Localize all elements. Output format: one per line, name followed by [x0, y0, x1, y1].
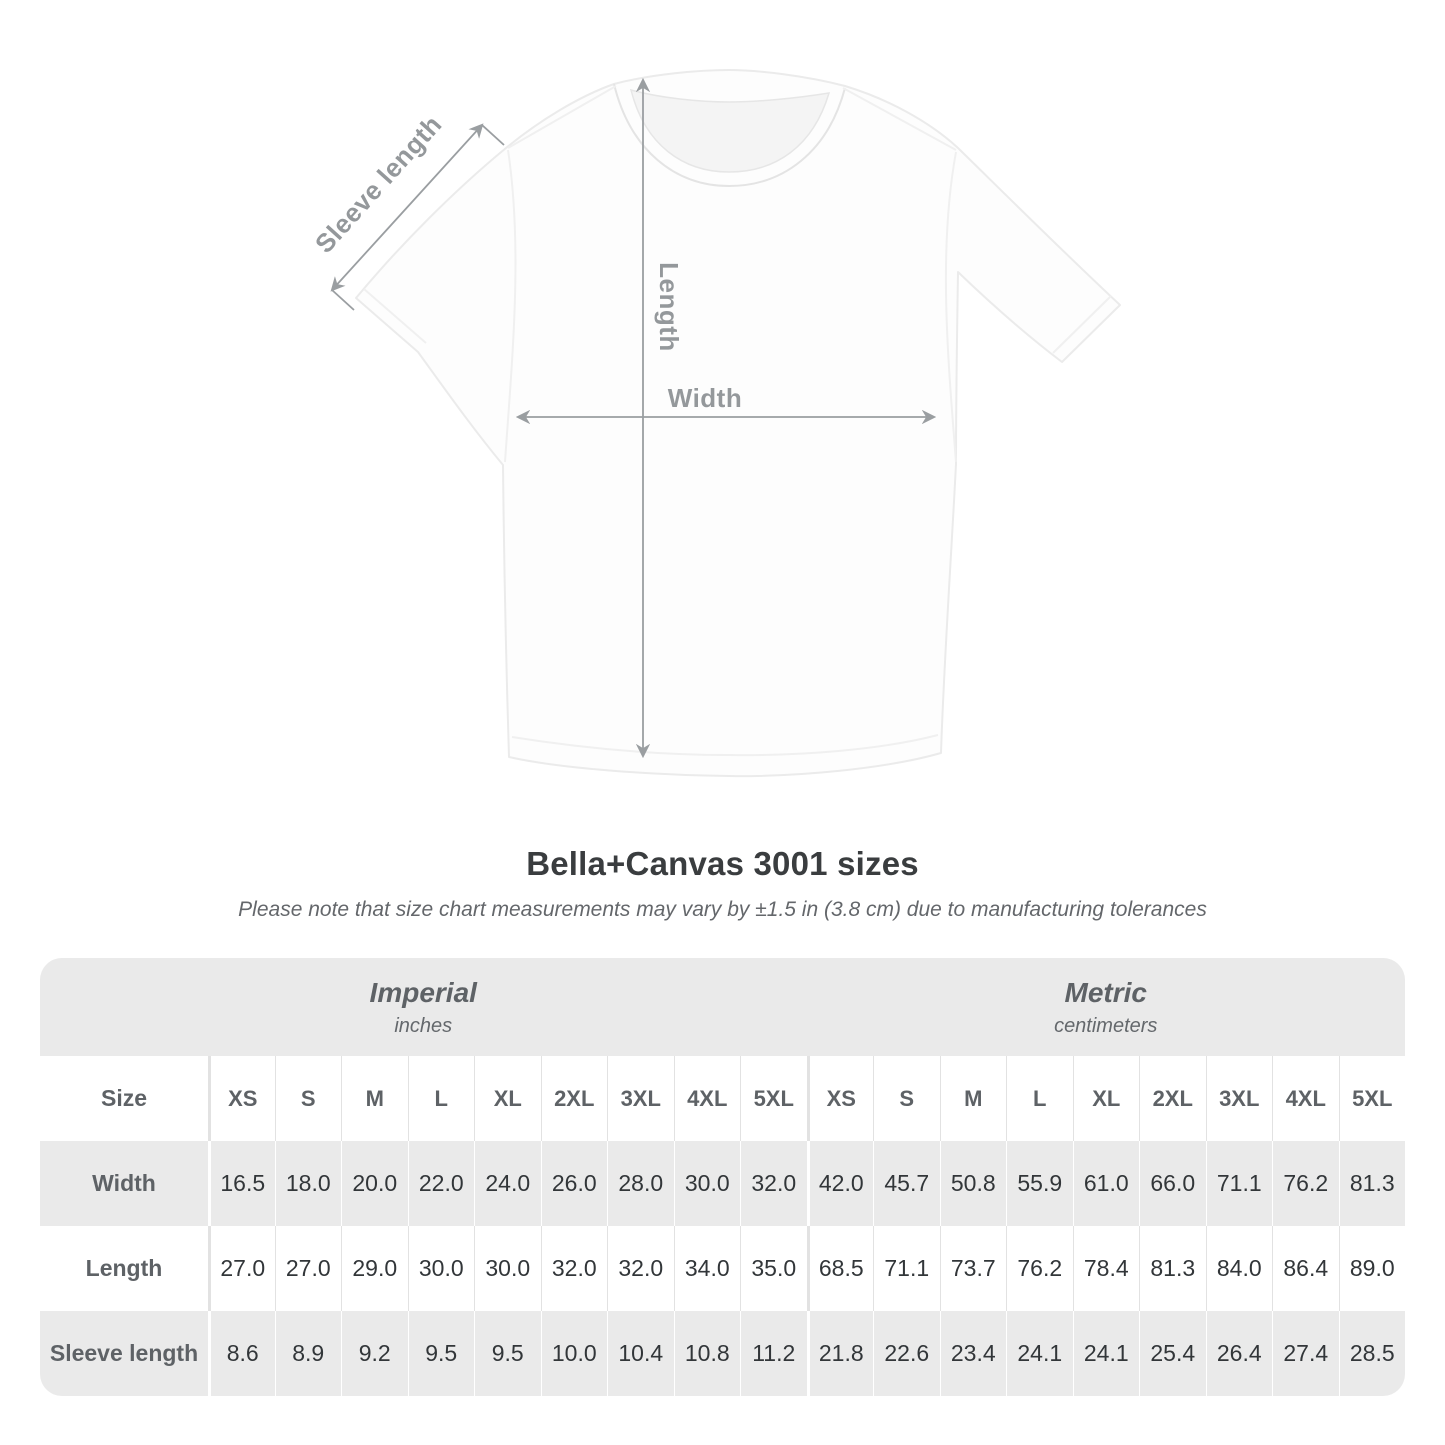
imperial-value-cell: 16.5	[208, 1141, 275, 1226]
table-row-width: Width 16.5 18.0 20.0 22.0 24.0 26.0 28.0 30.0 32.…	[40, 1141, 1405, 1226]
imperial-value-cell: 8.6	[208, 1311, 275, 1396]
length-label: Length	[654, 262, 684, 352]
imperial-value-cell: 9.2	[341, 1311, 408, 1396]
unit-name: Imperial	[369, 976, 477, 1008]
metric-value-cell: 61.0	[1072, 1141, 1140, 1226]
metric-value-cell: 78.4	[1072, 1226, 1140, 1311]
metric-value-cell: 89.0	[1338, 1226, 1406, 1311]
imperial-value-cell: 24.0	[474, 1141, 541, 1226]
imperial-value-cell: 18.0	[274, 1141, 342, 1226]
col-header-metric-xl: XL	[1072, 1056, 1140, 1141]
col-header-imperial-xl: XL	[474, 1056, 541, 1141]
measurement-row-label: Length	[85, 1255, 163, 1281]
unit-subtitle: inches	[394, 1014, 453, 1037]
unit-header-metric: Metric centimeters	[807, 958, 1406, 1056]
imperial-value-cell: 28.0	[607, 1141, 674, 1226]
collar	[629, 88, 831, 173]
imperial-value-cell: 8.9	[274, 1311, 342, 1396]
col-header-imperial-m: M	[341, 1056, 408, 1141]
imperial-value-cell: 20.0	[341, 1141, 408, 1226]
imperial-value-cell: 9.5	[407, 1311, 475, 1396]
imperial-value-cell: 26.0	[540, 1141, 608, 1226]
size-column-header: Size	[100, 1085, 148, 1111]
col-header-metric-l: L	[1006, 1056, 1073, 1141]
col-header-imperial-s: S	[274, 1056, 342, 1141]
chart-title: Bella+Canvas 3001 sizes	[526, 845, 919, 882]
imperial-value-cell: 35.0	[740, 1226, 807, 1311]
imperial-value-cell: 30.0	[407, 1226, 475, 1311]
imperial-value-cell: 30.0	[474, 1226, 541, 1311]
imperial-value-cell: 27.0	[208, 1226, 275, 1311]
metric-value-cell: 84.0	[1205, 1226, 1273, 1311]
imperial-value-cell: 11.2	[740, 1311, 807, 1396]
metric-value-cell: 76.2	[1006, 1226, 1073, 1311]
col-header-metric-m: M	[939, 1056, 1007, 1141]
metric-value-cell: 81.3	[1139, 1226, 1206, 1311]
table-row-sleeve-length: Sleeve length 8.6 8.9 9.2 9.5 9.5 10.0 10.4 10.8…	[40, 1311, 1405, 1396]
col-header-metric-2xl: 2XL	[1139, 1056, 1206, 1141]
metric-value-cell: 25.4	[1139, 1311, 1206, 1396]
col-header-metric-xs: XS	[806, 1056, 874, 1141]
metric-value-cell: 21.8	[806, 1311, 874, 1396]
unit-subtitle: centimeters	[1054, 1014, 1158, 1037]
metric-value-cell: 28.5	[1338, 1311, 1406, 1396]
metric-value-cell: 81.3	[1338, 1141, 1406, 1226]
tshirt-diagram: Sleeve length Length Width	[309, 69, 1121, 778]
metric-value-cell: 26.4	[1205, 1311, 1273, 1396]
col-header-metric-4xl: 4XL	[1272, 1056, 1339, 1141]
col-header-imperial-xs: XS	[208, 1056, 275, 1141]
metric-value-cell: 73.7	[939, 1226, 1007, 1311]
imperial-value-cell: 32.0	[740, 1141, 807, 1226]
col-header-imperial-4xl: 4XL	[673, 1056, 741, 1141]
imperial-value-cell: 32.0	[540, 1226, 608, 1311]
size-table: Imperial inches Metric centimeters Size XS S M L…	[40, 958, 1405, 1396]
col-header-imperial-l: L	[407, 1056, 475, 1141]
metric-value-cell: 86.4	[1272, 1226, 1339, 1311]
unit-header-row: Imperial inches Metric centimeters	[40, 958, 1405, 1056]
col-header-metric-3xl: 3XL	[1205, 1056, 1273, 1141]
metric-value-cell: 55.9	[1006, 1141, 1073, 1226]
metric-value-cell: 45.7	[873, 1141, 940, 1226]
tshirt-graphic	[355, 69, 1121, 778]
imperial-value-cell: 27.0	[274, 1226, 342, 1311]
unit-name: Metric	[1064, 976, 1147, 1008]
chart-subtitle: Please note that size chart measurements…	[238, 898, 1207, 921]
size-header-row: Size XS S M L XL 2XL 3XL 4XL 5XL XS S M L XL 2XL 3XL 4XL 5…	[40, 1056, 1405, 1141]
metric-value-cell: 24.1	[1072, 1311, 1140, 1396]
unit-header-imperial: Imperial inches	[40, 958, 807, 1056]
metric-value-cell: 76.2	[1272, 1141, 1339, 1226]
table-row-length: Length 27.0 27.0 29.0 30.0 30.0 32.0 32.0 34.0 35…	[40, 1226, 1405, 1311]
imperial-value-cell: 32.0	[607, 1226, 674, 1311]
metric-value-cell: 50.8	[939, 1141, 1007, 1226]
metric-value-cell: 66.0	[1139, 1141, 1206, 1226]
imperial-value-cell: 10.0	[540, 1311, 608, 1396]
sleeve-length-arrow	[330, 123, 505, 311]
metric-value-cell: 27.4	[1272, 1311, 1339, 1396]
imperial-value-cell: 30.0	[673, 1141, 741, 1226]
metric-value-cell: 23.4	[939, 1311, 1007, 1396]
seams	[363, 85, 1112, 757]
imperial-value-cell: 9.5	[474, 1311, 541, 1396]
metric-value-cell: 22.6	[873, 1311, 940, 1396]
metric-value-cell: 24.1	[1006, 1311, 1073, 1396]
measurement-row-label: Sleeve length	[49, 1340, 199, 1366]
metric-value-cell: 42.0	[806, 1141, 874, 1226]
imperial-value-cell: 29.0	[341, 1226, 408, 1311]
width-label: Width	[668, 383, 742, 413]
metric-value-cell: 68.5	[806, 1226, 874, 1311]
col-header-imperial-5xl: 5XL	[740, 1056, 807, 1141]
col-header-imperial-3xl: 3XL	[607, 1056, 674, 1141]
col-header-imperial-2xl: 2XL	[540, 1056, 608, 1141]
imperial-value-cell: 10.4	[607, 1311, 674, 1396]
metric-value-cell: 71.1	[873, 1226, 940, 1311]
measurement-row-label: Width	[92, 1170, 156, 1196]
imperial-value-cell: 34.0	[673, 1226, 741, 1311]
metric-value-cell: 71.1	[1205, 1141, 1273, 1226]
col-header-metric-5xl: 5XL	[1338, 1056, 1406, 1141]
imperial-value-cell: 22.0	[407, 1141, 475, 1226]
imperial-value-cell: 10.8	[673, 1311, 741, 1396]
col-header-metric-s: S	[873, 1056, 940, 1141]
